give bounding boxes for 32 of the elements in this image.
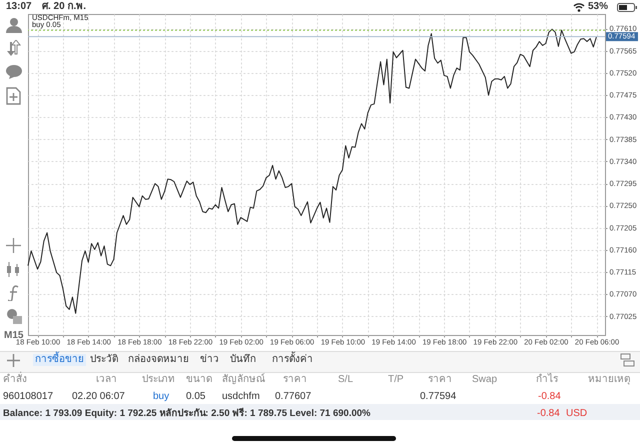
text: -0.84	[538, 391, 561, 403]
text: การตั้งค่า	[272, 354, 313, 366]
text: ประเภท	[142, 374, 175, 386]
text: 53%	[588, 1, 608, 13]
text: ขนาด	[186, 374, 212, 386]
text: ประวัติ	[90, 354, 118, 366]
text: ข่าว	[200, 354, 219, 366]
text: 0.77607	[275, 391, 312, 403]
text: เวลา	[96, 374, 117, 386]
text: หมายเหตุ	[588, 374, 630, 386]
text: 0.77594	[420, 391, 456, 403]
text: ศ. 20 ก.พ.	[42, 1, 86, 13]
text: 13:07	[6, 1, 32, 13]
text: -0.84	[537, 408, 560, 420]
text: บันทึก	[230, 354, 256, 366]
text: กำไร	[536, 374, 558, 386]
text: 960108017	[3, 391, 54, 403]
text: สัญลักษณ์	[222, 374, 265, 386]
text: กล่องจดหมาย	[128, 354, 189, 366]
text: Balance: 1 793.09 Equity: 1 792.25 หลักประกัน: 2.50 ฟรี: 1 789.75 Level: 71 690.00%	[3, 408, 370, 420]
text: 0.05	[186, 391, 206, 403]
text: ราคา	[283, 374, 307, 386]
text: 02.20 06:07	[72, 391, 125, 403]
text: S/L	[338, 374, 354, 386]
text: ราคา	[428, 374, 452, 386]
text: buy	[153, 391, 170, 403]
text: T/P	[388, 374, 404, 386]
text: คำสั่ง	[3, 374, 27, 386]
text: การซื้อขาย	[33, 354, 86, 366]
text: USD	[566, 408, 588, 420]
text: usdchfm	[222, 391, 260, 403]
text: Swap	[472, 374, 498, 386]
